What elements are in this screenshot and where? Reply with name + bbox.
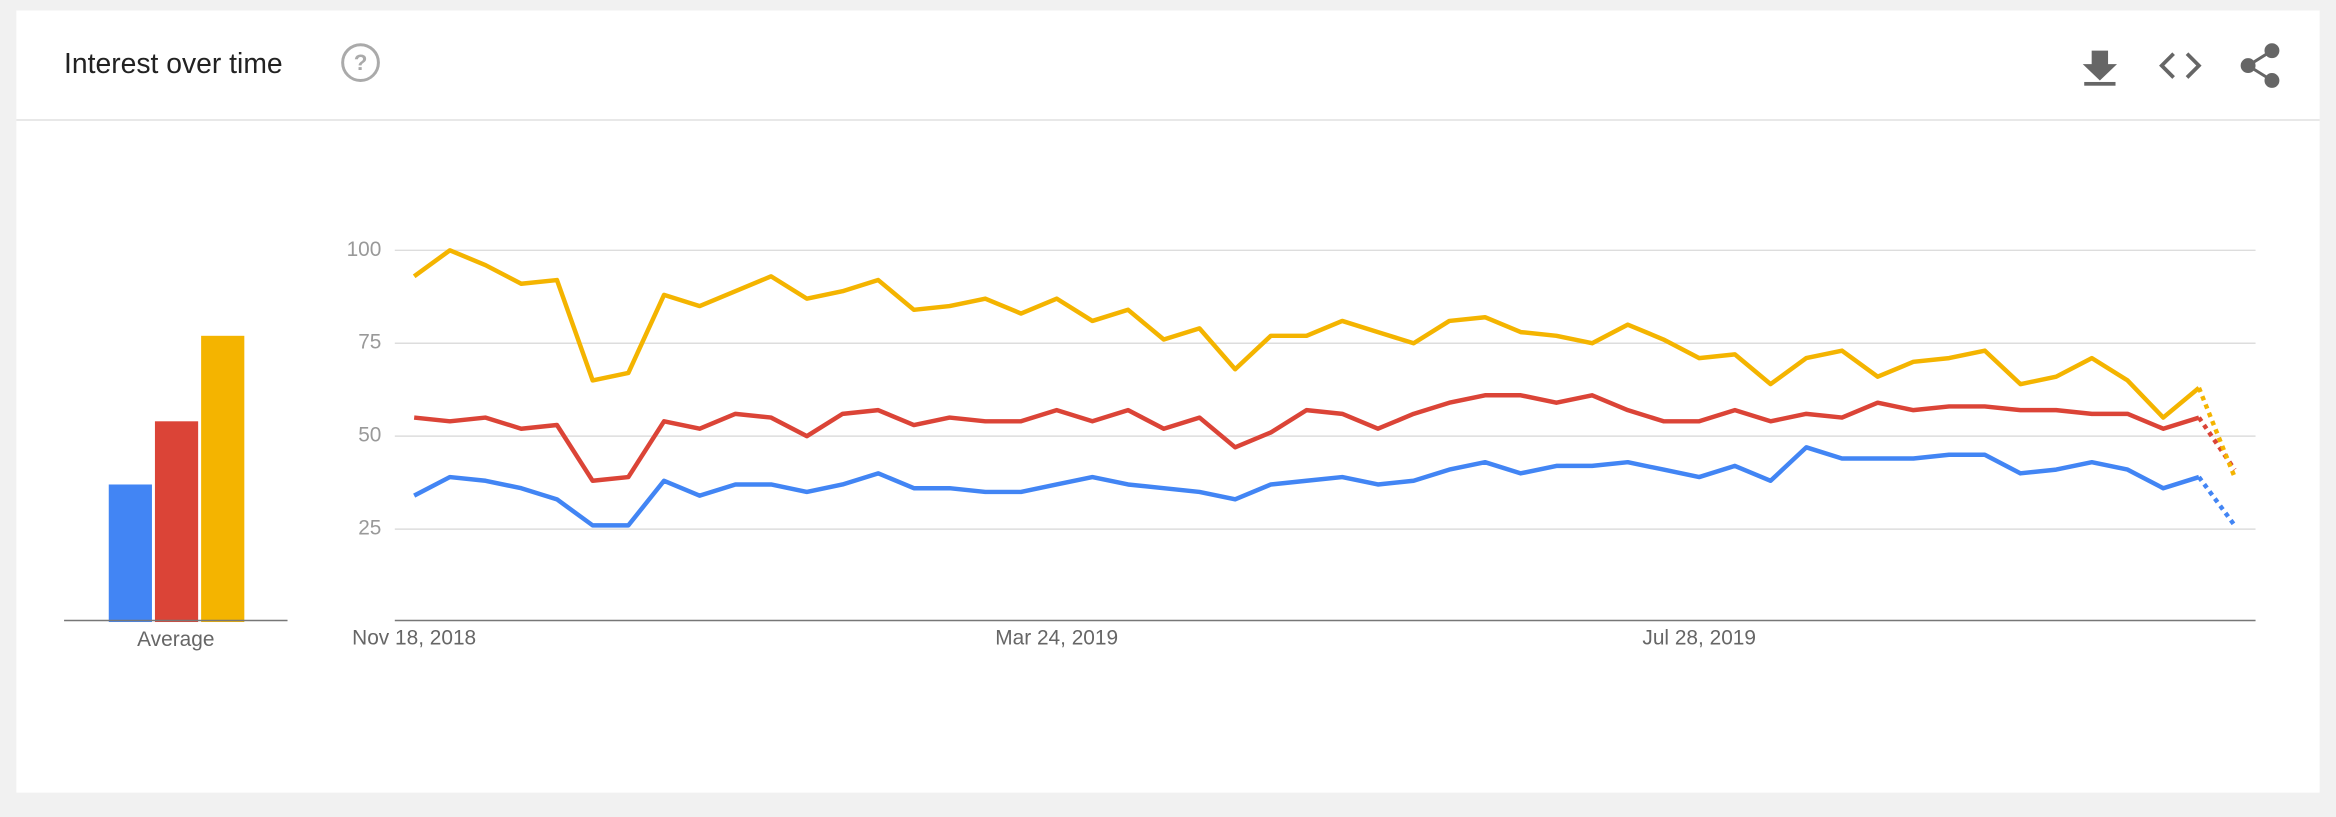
partial-segment [2197, 416, 2237, 471]
partial-segment [2197, 475, 2237, 527]
bar-label: Average [137, 628, 214, 651]
x-tick-label: Mar 24, 2019 [995, 627, 1118, 650]
y-tick-label: 50 [358, 424, 381, 447]
x-tick-label: Jul 28, 2019 [1642, 627, 1756, 650]
download-icon[interactable] [2082, 50, 2117, 86]
trend-line [412, 248, 2201, 420]
average-bar [108, 484, 152, 623]
plot: Average 25 50 75 100 Nov 18, 2018 Mar 24, 2019… [64, 238, 2256, 651]
trend-line [413, 393, 2200, 484]
average-bar [154, 421, 199, 623]
share-icon[interactable] [2240, 43, 2280, 88]
average-bar [201, 335, 245, 623]
partial-segment [2196, 387, 2237, 478]
embed-icon[interactable] [2159, 52, 2202, 79]
y-tick-label: 25 [358, 517, 381, 540]
y-tick-label: 75 [358, 331, 381, 354]
card [16, 10, 2320, 793]
y-tick-label: 100 [347, 238, 382, 261]
help-icon[interactable]: ? [341, 43, 380, 82]
trend-line [413, 445, 2200, 528]
x-tick-label: Nov 18, 2018 [352, 627, 476, 650]
card-title: Interest over time [64, 47, 283, 79]
svg-text:?: ? [354, 50, 368, 75]
